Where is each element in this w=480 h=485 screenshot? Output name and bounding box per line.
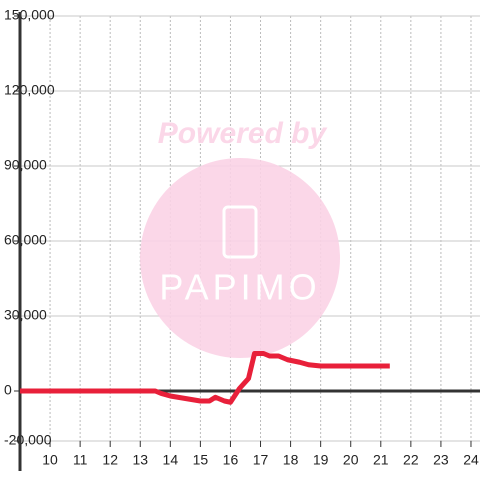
- x-tick-label: 22: [403, 452, 419, 468]
- x-tick-label: 10: [42, 452, 58, 468]
- data-line: [20, 351, 390, 405]
- x-tick-label: 23: [433, 452, 449, 468]
- x-tick-label: 24: [463, 452, 479, 468]
- x-tick-label: 16: [223, 452, 239, 468]
- watermark: Powered by PAPIMO: [140, 117, 340, 358]
- watermark-title: Powered by: [158, 117, 328, 150]
- y-tick-label: 150,000: [4, 7, 55, 23]
- x-tick-label: 17: [253, 452, 269, 468]
- x-tick-label: 20: [343, 452, 359, 468]
- watermark-brand: PAPIMO: [159, 267, 320, 308]
- y-tick-label: 30,000: [4, 307, 47, 323]
- x-tick-label: 11: [73, 452, 88, 468]
- x-tick-label: 15: [193, 452, 209, 468]
- x-tick-label: 14: [163, 452, 179, 468]
- x-tick-label: 19: [313, 452, 329, 468]
- x-tick-label: 21: [373, 452, 389, 468]
- x-tick-label: 12: [102, 452, 118, 468]
- y-tick-label: 0: [4, 382, 12, 398]
- y-tick-label: 60,000: [4, 232, 47, 248]
- watermark-icon: [222, 205, 258, 259]
- y-tick-label: 120,000: [4, 82, 55, 98]
- y-tick-label: 90,000: [4, 157, 47, 173]
- y-tick-label: -20,000: [4, 432, 52, 448]
- x-tick-label: 13: [132, 452, 148, 468]
- x-tick-label: 18: [283, 452, 299, 468]
